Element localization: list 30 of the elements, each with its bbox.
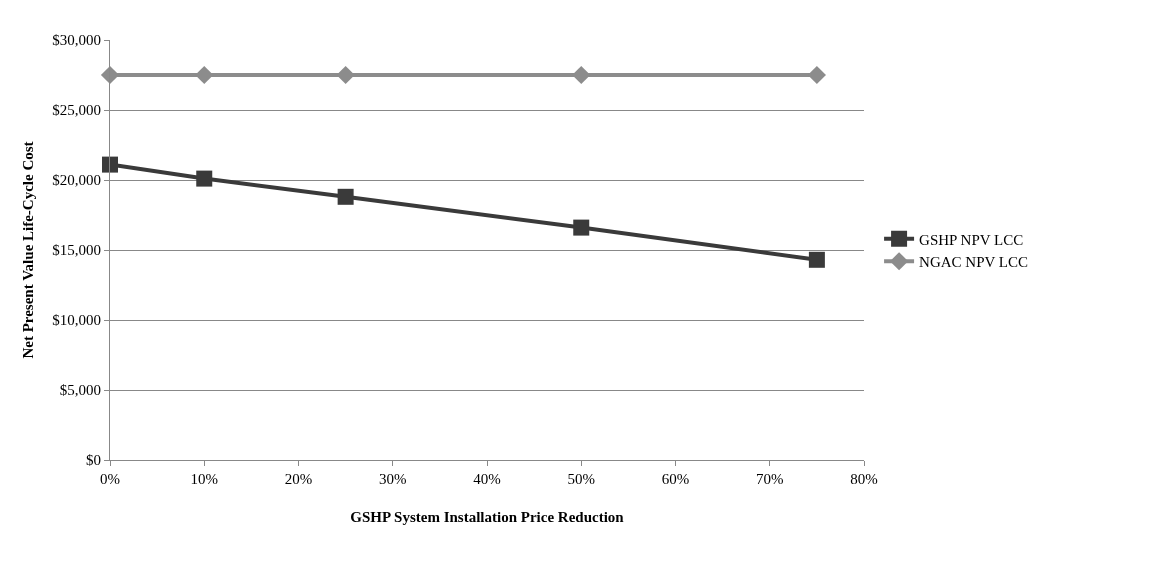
point — [808, 251, 825, 268]
x-tick-label: 60% — [661, 471, 690, 487]
point — [337, 188, 354, 205]
x-tick-label: 40% — [473, 471, 501, 487]
point — [336, 65, 355, 85]
legend-label: NGAC NPV LCC — [919, 254, 1028, 271]
y-axis-title: Net Present Value Life-Cycle Cost — [19, 141, 36, 359]
x-axis-title: GSHP System Installation Price Reduction — [350, 509, 625, 525]
y-tick-label: $30,000 — [52, 32, 101, 49]
y-tick-label: $25,000 — [52, 102, 101, 119]
point — [807, 65, 826, 85]
point — [102, 156, 118, 173]
legend-label: GSHP NPV LCC — [919, 231, 1024, 248]
point — [100, 65, 120, 85]
x-tick-label: 80% — [850, 471, 878, 487]
y-tick-label: $0 — [86, 452, 101, 469]
x-tick-label: 30% — [379, 471, 407, 487]
x-tick-label: 20% — [284, 471, 313, 487]
point — [195, 65, 214, 85]
y-tick-label: $10,000 — [52, 312, 101, 329]
y-tick-label: $20,000 — [52, 172, 101, 189]
x-tick-label: 70% — [756, 471, 784, 487]
x-tick-label: 10% — [190, 471, 218, 487]
point — [572, 65, 591, 85]
y-tick-label: $5,000 — [59, 382, 101, 399]
point — [573, 219, 590, 236]
x-tick-label: 50% — [567, 471, 595, 487]
point — [196, 170, 213, 187]
y-tick-label: $15,000 — [52, 242, 101, 259]
x-tick-label: 0% — [100, 471, 120, 487]
